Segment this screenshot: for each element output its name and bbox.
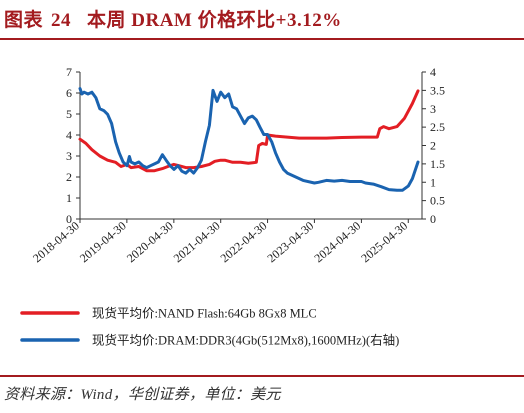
footer-rule (0, 375, 524, 377)
right-tick-label: 0.5 (430, 194, 445, 208)
left-tick-label: 3 (66, 149, 72, 163)
right-tick-label: 2.5 (430, 120, 445, 134)
figure-label: 图表 (4, 10, 44, 31)
figure-header: 图表 24 本周 DRAM 价格环比+3.12% (0, 0, 524, 40)
left-tick-label: 4 (66, 128, 72, 142)
right-tick-label: 3 (430, 102, 436, 116)
right-tick-label: 1.5 (430, 157, 445, 171)
x-tick-label: 2022-04-30 (218, 219, 270, 266)
x-tick-label: 2019-04-30 (77, 219, 129, 266)
x-tick-label: 2018-04-30 (30, 219, 82, 266)
left-tick-label: 1 (66, 191, 72, 205)
x-tick-label: 2023-04-30 (264, 219, 316, 266)
figure-title-text: 本周 DRAM 价格环比+3.12% (87, 10, 342, 31)
legend-nand-label: 现货平均价:NAND Flash:64Gb 8Gx8 MLC (92, 306, 317, 321)
left-tick-label: 0 (66, 212, 72, 226)
right-tick-label: 3.5 (430, 83, 445, 97)
right-tick-label: 4 (430, 65, 436, 79)
x-tick-label: 2024-04-30 (311, 219, 363, 266)
chart: 0 1 2 3 4 5 6 7 0 0.5 1 1.5 2 2.5 3 3.5 4 2018-04-302019-… (20, 65, 445, 348)
figure-number: 24 (51, 10, 72, 31)
left-tick-label: 2 (66, 170, 72, 184)
nand-series-line (78, 89, 420, 173)
x-tick-label: 2021-04-30 (171, 219, 223, 266)
figure-title: 图表 24 本周 DRAM 价格环比+3.12% (4, 5, 342, 32)
x-tick-label: 2020-04-30 (124, 219, 176, 266)
left-tick-label: 7 (66, 65, 72, 79)
right-tick-label: 0 (430, 212, 436, 226)
right-tick-label: 1 (430, 175, 436, 189)
header-rule (0, 38, 524, 40)
right-tick-label: 2 (430, 139, 436, 153)
left-tick-label: 5 (66, 107, 72, 121)
legend-dram-label: 现货平均价:DRAM:DDR3(4Gb(512Mx8),1600MHz)(右轴) (92, 333, 399, 348)
source-note: 资料来源：Wind，华创证券，单位：美元 (4, 387, 281, 403)
left-tick-label: 6 (66, 86, 72, 100)
dram-series-line (78, 87, 420, 192)
x-tick-label: 2025-04-30 (358, 219, 410, 266)
